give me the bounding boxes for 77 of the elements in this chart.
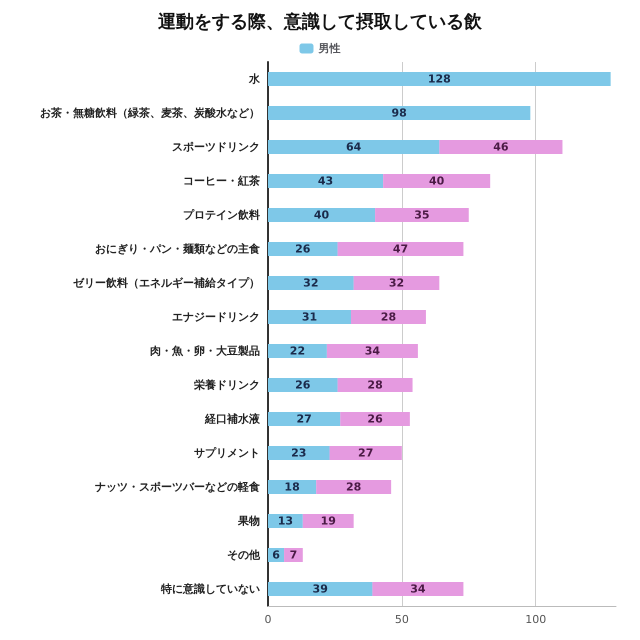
- y-tick-label: サプリメント: [194, 446, 260, 460]
- bar: [268, 344, 327, 358]
- bar: [268, 378, 338, 392]
- y-tick-label: ナッツ・スポーツバーなどの軽食: [95, 480, 260, 494]
- y-tick-label: 果物: [237, 514, 260, 528]
- bar: [338, 378, 413, 392]
- y-tick-label: 肉・魚・卵・大豆製品: [150, 344, 260, 358]
- bar: [340, 412, 410, 426]
- bar: [268, 242, 338, 256]
- bar: [330, 446, 402, 460]
- data-label: 32: [388, 276, 404, 290]
- data-label: 31: [302, 310, 318, 324]
- bar: [372, 582, 464, 596]
- y-tick-label: スポーツドリンク: [172, 140, 260, 154]
- y-tick-label: 特に意識していない: [160, 582, 260, 596]
- data-label: 26: [367, 412, 384, 426]
- y-tick-label: おにぎり・パン・麺類などの主食: [95, 242, 260, 256]
- y-tick-label: 水: [248, 72, 261, 86]
- bar: [268, 446, 330, 460]
- data-label: 27: [296, 412, 312, 426]
- y-tick-label: ゼリー飲料（エネルギー補給タイプ）: [73, 276, 260, 290]
- data-label: 18: [284, 480, 300, 494]
- y-tick-label: コーヒー・紅茶: [183, 174, 260, 188]
- data-label: 128: [428, 72, 451, 86]
- data-label: 26: [295, 242, 311, 256]
- data-label: 64: [346, 140, 362, 154]
- bar: [268, 276, 354, 290]
- x-tick-label: 50: [394, 613, 409, 626]
- x-tick-label: 100: [525, 613, 546, 626]
- bar: [268, 310, 351, 324]
- data-label: 19: [320, 514, 336, 528]
- bar: [268, 174, 384, 188]
- data-label: 47: [392, 242, 408, 256]
- bar: [268, 582, 372, 596]
- data-label: 35: [414, 208, 430, 222]
- x-tick-label: 0: [264, 613, 272, 626]
- y-tick-label: お茶・無糖飲料（緑茶、麦茶、炭酸水など）: [40, 106, 260, 120]
- data-label: 40: [428, 174, 445, 188]
- y-tick-label: プロテイン飲料: [183, 208, 260, 222]
- data-label: 27: [358, 446, 374, 460]
- data-label: 34: [364, 344, 380, 358]
- data-label: 40: [314, 208, 330, 222]
- data-label: 26: [295, 378, 311, 392]
- y-tick-label: エナジードリンク: [172, 310, 260, 324]
- bar: [350, 310, 426, 324]
- bar: [326, 344, 418, 358]
- bar: [375, 208, 469, 222]
- data-label: 28: [380, 310, 396, 324]
- data-label: 34: [410, 582, 426, 596]
- data-label: 7: [290, 548, 298, 562]
- y-tick-label: その他: [227, 548, 261, 562]
- bar: [268, 106, 530, 120]
- bar: [338, 242, 464, 256]
- data-label: 98: [392, 106, 407, 120]
- data-label: 28: [367, 378, 383, 392]
- bar: [268, 412, 340, 426]
- bar: [354, 276, 440, 290]
- data-label: 6: [272, 548, 280, 562]
- bar: [316, 480, 392, 494]
- bar: [268, 208, 376, 222]
- bar: [383, 174, 490, 188]
- data-label: 39: [312, 582, 328, 596]
- data-label: 28: [346, 480, 362, 494]
- data-label: 43: [318, 174, 334, 188]
- data-label: 13: [278, 514, 294, 528]
- data-label: 22: [290, 344, 306, 358]
- data-label: 32: [303, 276, 318, 290]
- bar: [268, 72, 611, 86]
- chart-title: 運動をする際、意識して摂取している飲: [157, 12, 483, 32]
- bar: [284, 548, 303, 562]
- bar: [439, 140, 562, 154]
- data-label: 46: [493, 140, 509, 154]
- bar: [268, 140, 440, 154]
- legend-label: 男性: [318, 42, 340, 55]
- data-label: 23: [291, 446, 306, 460]
- y-tick-label: 栄養ドリンク: [194, 378, 260, 392]
- y-tick-label: 経口補水液: [204, 412, 261, 426]
